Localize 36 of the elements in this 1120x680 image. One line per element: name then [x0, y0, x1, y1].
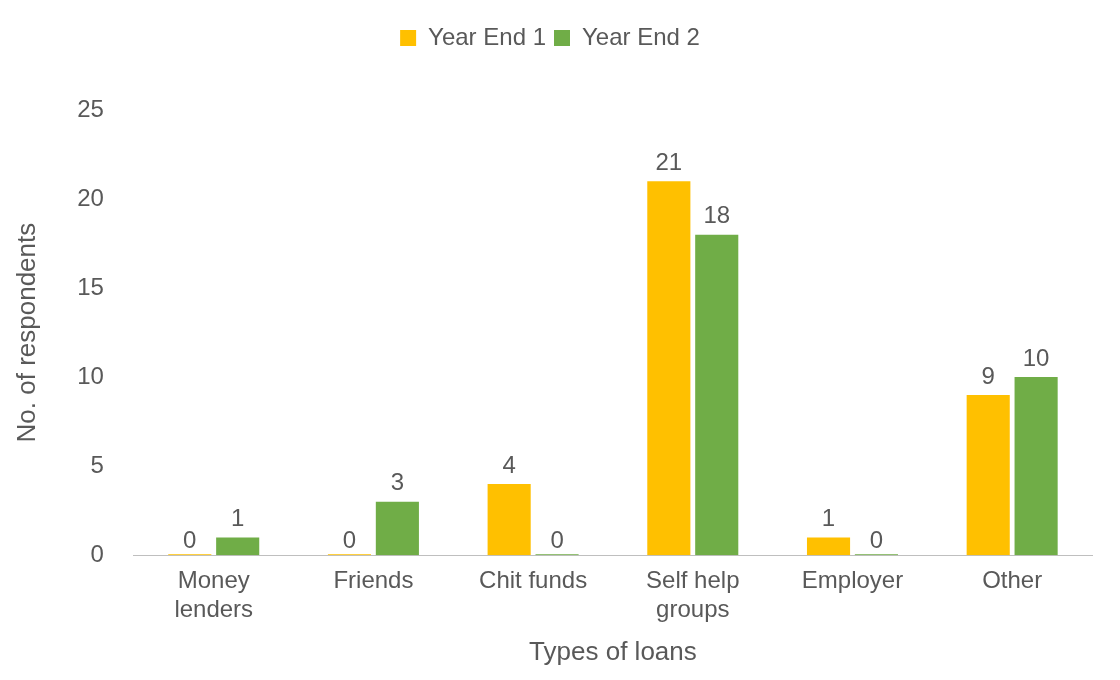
data-label: 3	[390, 468, 405, 496]
bar	[375, 501, 419, 556]
data-label: 4	[502, 450, 516, 478]
x-tick-label: Money lenders	[174, 566, 254, 623]
data-label: 0	[342, 525, 357, 553]
y-tick-label: 10	[77, 361, 104, 389]
data-label: 21	[655, 147, 683, 175]
data-label: 10	[1022, 343, 1050, 371]
bar	[695, 234, 739, 556]
y-tick-label: 5	[90, 450, 104, 478]
x-tick-label: Employer	[801, 566, 904, 594]
x-tick-label: Chit funds	[479, 566, 588, 594]
y-tick-label: 0	[90, 539, 104, 567]
x-axis-title: Types of loans	[529, 635, 697, 666]
data-label: 0	[183, 525, 197, 553]
x-tick-label: Friends	[333, 566, 414, 594]
bar	[966, 394, 1010, 556]
bar	[487, 483, 531, 556]
bar	[1014, 377, 1058, 556]
data-label: 9	[981, 361, 995, 389]
bar	[216, 537, 260, 556]
bar	[647, 181, 691, 556]
y-tick-label: 25	[77, 94, 104, 122]
legend-label: Year End 2	[582, 22, 700, 50]
x-tick-label: Self help groups	[646, 566, 740, 623]
y-tick-label: 20	[77, 183, 104, 211]
data-label: 1	[231, 504, 245, 532]
data-label: 1	[821, 504, 836, 532]
y-axis-title: No. of respondents	[10, 222, 41, 443]
legend-label: Year End 1	[428, 22, 547, 50]
y-tick-label: 15	[77, 272, 104, 300]
data-label: 18	[703, 201, 731, 229]
data-label: 0	[869, 525, 884, 553]
bar	[806, 537, 851, 556]
data-label: 0	[550, 525, 564, 553]
x-tick-label: Other	[982, 566, 1043, 594]
